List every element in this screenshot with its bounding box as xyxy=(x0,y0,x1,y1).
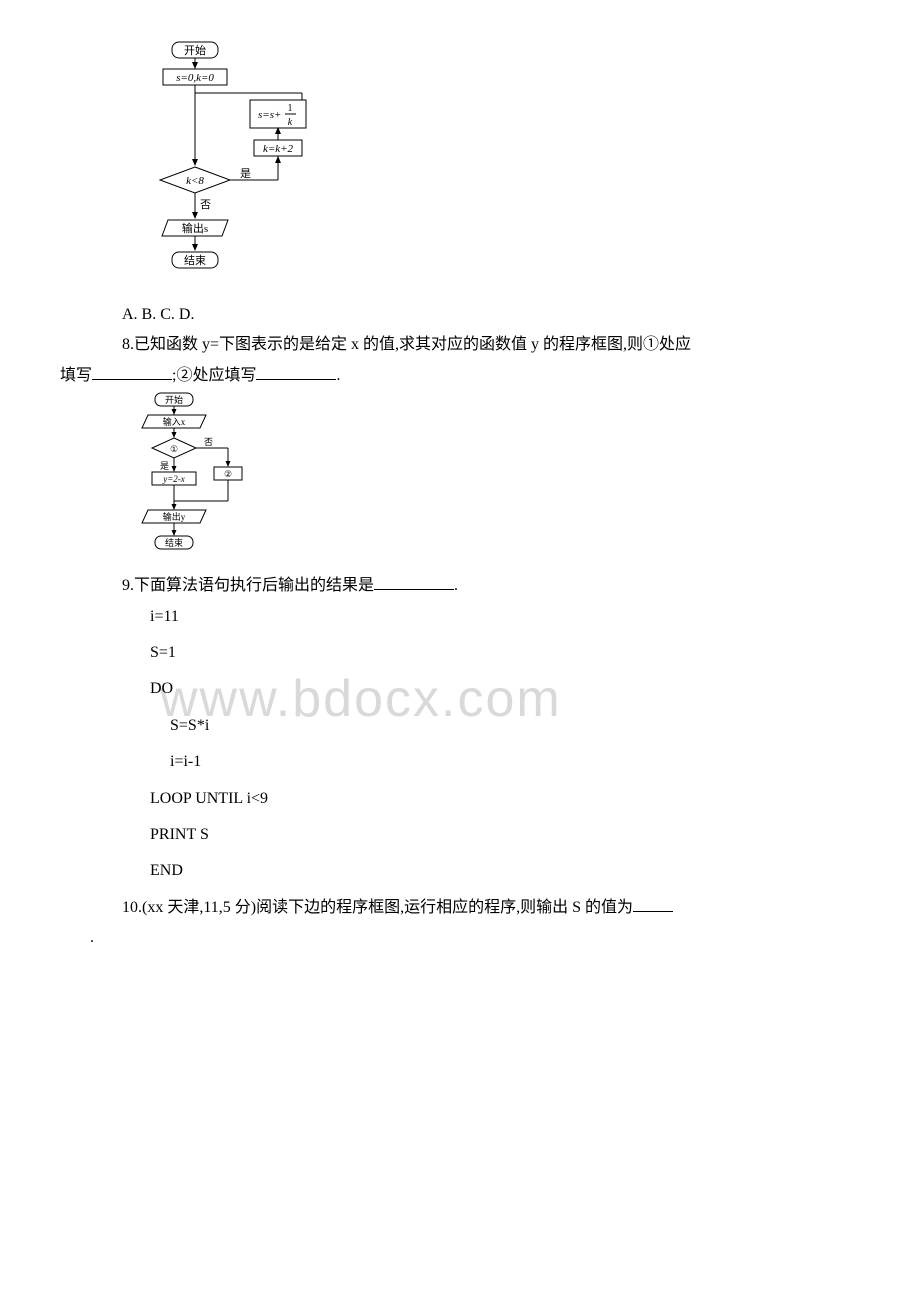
blank-1 xyxy=(92,364,172,380)
blank-2 xyxy=(256,364,336,380)
fc1-yes: 是 xyxy=(240,167,251,180)
code-l6: LOOP UNTIL i<9 xyxy=(150,784,860,814)
fc1-updates: s=s+ xyxy=(258,109,281,121)
code-l7: PRINT S xyxy=(150,820,860,850)
fc1-no: 否 xyxy=(200,199,211,211)
flowchart-2: 开始 输入x ① 否 ② 是 y=2-x 输出y 结束 xyxy=(130,391,860,566)
code-l5: i=i-1 xyxy=(170,747,860,777)
fc1-start: 开始 xyxy=(184,43,206,57)
fc2-d: ① xyxy=(170,444,178,454)
blank-3 xyxy=(374,574,454,590)
fc1-decision: k<8 xyxy=(186,175,204,187)
code-l2: S=1 xyxy=(150,638,860,668)
fc1-end: 结束 xyxy=(184,254,206,267)
q10: 10.(xx 天津,11,5 分)阅读下边的程序框图,运行相应的程序,则输出 S… xyxy=(122,899,633,916)
fc1-init: s=0,k=0 xyxy=(176,72,214,84)
fc2-output: 输出y xyxy=(163,511,186,522)
fc1-updatek: k=k+2 xyxy=(263,143,294,155)
q8-line2b: ;②处应填写 xyxy=(172,367,256,384)
fc2-start: 开始 xyxy=(165,394,183,405)
fc2-no: 否 xyxy=(204,437,213,447)
code-l1: i=11 xyxy=(150,602,860,632)
fc1-output: 输出s xyxy=(182,221,208,235)
code-l8: END xyxy=(150,856,860,886)
fc2-calc: y=2-x xyxy=(162,474,185,484)
code-l3: DO xyxy=(150,674,860,704)
blank-4 xyxy=(633,896,673,912)
q8-line2a: 填写 xyxy=(60,367,92,384)
q10-period: . xyxy=(90,923,860,953)
q8-middle: 下图表示的是给定 x 的值,求其对应的函数值 y 的程序框图,则①处应 xyxy=(219,336,691,353)
fc2-end: 结束 xyxy=(165,537,183,548)
fc1-fracden: k xyxy=(288,117,293,128)
q9: 9.下面算法语句执行后输出的结果是 xyxy=(122,577,374,594)
q8-prefix: 8.已知函数 y= xyxy=(122,336,219,353)
q8-period: . xyxy=(336,367,340,384)
fc2-input: 输入x xyxy=(163,416,186,427)
fc1-fracnum: 1 xyxy=(288,103,293,114)
code-l4: S=S*i xyxy=(170,711,860,741)
flowchart-1: 开始 s=0,k=0 s=s+ 1 k k=k+2 k<8 是 否 输出s 结束 xyxy=(150,40,860,285)
fc2-box2: ② xyxy=(224,469,232,479)
fc2-yes: 是 xyxy=(160,461,169,471)
choices: A. B. C. D. xyxy=(90,300,860,330)
